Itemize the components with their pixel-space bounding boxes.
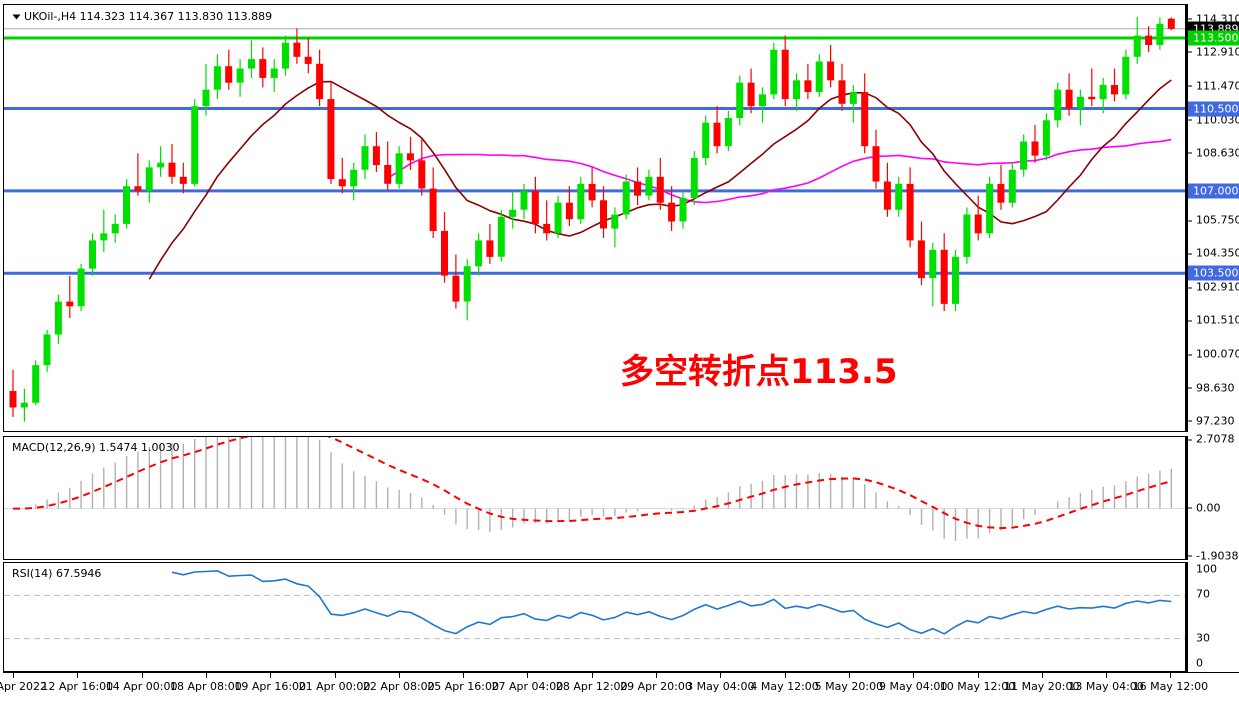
level-label-110.500[interactable]: 110.500 xyxy=(1188,101,1239,117)
level-label-103.500[interactable]: 103.500 xyxy=(1188,265,1239,281)
macd-tick-max: 2.7078 xyxy=(1188,433,1235,446)
price-chart-panel[interactable]: UKOil-,H4 114.323 114.367 113.830 113.88… xyxy=(3,4,1186,432)
time-tick-label: 16 May 12:00 xyxy=(1132,680,1209,693)
macd-tick-min: -1.9038 xyxy=(1188,549,1238,562)
price-tick: 105.750 xyxy=(1188,214,1239,227)
time-tick-mark xyxy=(591,673,593,678)
time-tick-label: 4 May 12:00 xyxy=(750,680,819,693)
rsi-tick-0: 0 xyxy=(1196,656,1203,670)
rsi-label: RSI(14) 67.5946 xyxy=(12,567,102,580)
time-tick-label: 10 May 12:00 xyxy=(939,680,1016,693)
time-tick-label: 14 Apr 00:00 xyxy=(105,680,178,693)
triangle-down-icon[interactable] xyxy=(12,14,21,20)
time-tick-label: 11 May 20:00 xyxy=(1004,680,1080,693)
price-tick: 104.350 xyxy=(1188,247,1239,260)
rsi-tick-100: 100 xyxy=(1196,562,1217,576)
level-label-113.500[interactable]: 113.500 xyxy=(1188,30,1239,46)
time-tick-mark xyxy=(13,673,14,678)
macd-axis: 2.7078 0.00 -1.9038 xyxy=(1186,433,1239,562)
symbol-header: UKOil-,H4 114.323 114.367 113.830 113.88… xyxy=(12,10,273,23)
macd-tick-zero: 0.00 xyxy=(1188,501,1221,514)
time-tick-label: 3 May 04:00 xyxy=(686,680,755,693)
macd-label: MACD(12,26,9) 1.5474 1.0030 xyxy=(12,441,180,454)
price-tick: 100.070 xyxy=(1188,348,1239,361)
symbol-ohlc-label: UKOil-,H4 114.323 114.367 113.830 113.88… xyxy=(24,10,273,23)
time-tick-mark xyxy=(205,673,207,678)
price-tick: 112.910 xyxy=(1188,45,1239,58)
time-tick-mark xyxy=(527,673,529,678)
rsi-tick-30: 30 xyxy=(1196,631,1210,645)
price-tick: 111.470 xyxy=(1188,79,1239,92)
time-tick-mark xyxy=(913,673,915,678)
time-tick-mark xyxy=(848,673,850,678)
time-tick-mark xyxy=(1106,673,1108,678)
time-tick-mark xyxy=(398,673,400,678)
time-tick-mark xyxy=(1170,673,1172,678)
price-tick: 110.030 xyxy=(1188,113,1239,126)
rsi-panel[interactable]: RSI(14) 67.5946 xyxy=(3,562,1186,672)
rsi-axis: 100 70 30 0 xyxy=(1186,562,1239,672)
time-tick-mark xyxy=(270,673,272,678)
time-tick-label: 5 May 20:00 xyxy=(814,680,884,693)
time-tick-label: 22 Apr 08:00 xyxy=(362,680,435,693)
time-tick-label: 28 Apr 12:00 xyxy=(555,680,628,693)
time-tick-mark xyxy=(141,673,143,678)
time-tick-label: 9 May 04:00 xyxy=(878,680,948,693)
time-tick-mark xyxy=(720,673,722,678)
time-tick-label: 29 Apr 20:00 xyxy=(620,680,692,693)
time-tick-mark xyxy=(334,673,336,678)
level-label-107.000[interactable]: 107.000 xyxy=(1188,183,1239,199)
time-tick-label: 19 Apr 16:00 xyxy=(234,680,307,693)
time-tick-label: 27 Apr 04:00 xyxy=(491,680,564,693)
time-tick-mark xyxy=(656,673,657,678)
macd-panel[interactable]: MACD(12,26,9) 1.5474 1.0030 xyxy=(3,436,1186,560)
rsi-tick-70: 70 xyxy=(1196,587,1210,601)
price-tick: 101.510 xyxy=(1188,314,1239,327)
time-tick-label: 13 May 04:00 xyxy=(1068,680,1144,693)
price-tick: 102.910 xyxy=(1188,281,1239,294)
time-tick-label: 12 Apr 16:00 xyxy=(41,680,114,693)
time-tick-label: 25 Apr 16:00 xyxy=(427,680,499,693)
time-tick-label: 11 Apr 2022 xyxy=(0,680,48,693)
time-tick-label: 18 Apr 08:00 xyxy=(170,680,242,693)
price-tick: 97.230 xyxy=(1188,414,1235,427)
time-tick-mark xyxy=(784,673,786,678)
time-tick-mark xyxy=(77,673,79,678)
price-tick: 108.630 xyxy=(1188,146,1239,159)
time-tick-mark xyxy=(463,673,465,678)
price-axis[interactable]: 114.310 112.910 111.470 110.030 108.630 105.7… xyxy=(1186,4,1239,432)
time-tick-label: 21 Apr 00:00 xyxy=(298,680,371,693)
price-tick: 98.630 xyxy=(1188,381,1235,394)
time-tick-mark xyxy=(1041,673,1043,678)
chart-annotation: 多空转折点113.5 xyxy=(620,352,898,392)
time-tick-mark xyxy=(977,673,979,678)
